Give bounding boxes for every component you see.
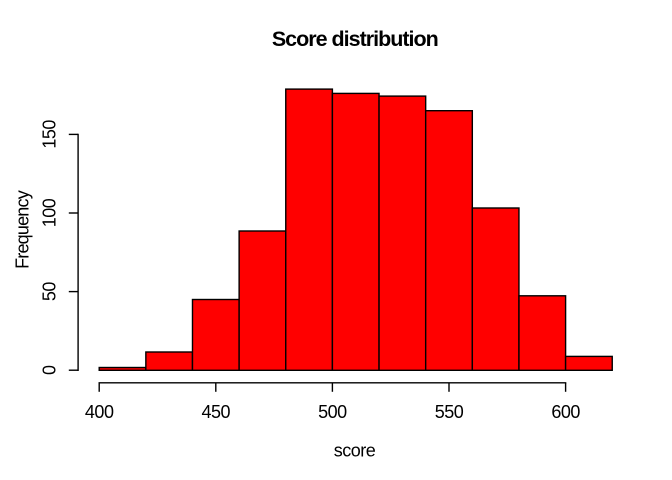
svg-text:450: 450 xyxy=(202,402,231,422)
svg-text:500: 500 xyxy=(318,402,347,422)
svg-text:score: score xyxy=(334,441,376,461)
svg-text:Score distribution: Score distribution xyxy=(272,27,438,51)
svg-text:600: 600 xyxy=(551,402,580,422)
svg-text:0: 0 xyxy=(40,365,60,375)
svg-text:150: 150 xyxy=(40,120,60,149)
svg-text:Frequency: Frequency xyxy=(13,190,33,269)
svg-text:400: 400 xyxy=(85,402,114,422)
svg-text:100: 100 xyxy=(40,198,60,227)
svg-text:550: 550 xyxy=(435,402,464,422)
svg-text:50: 50 xyxy=(40,282,60,302)
